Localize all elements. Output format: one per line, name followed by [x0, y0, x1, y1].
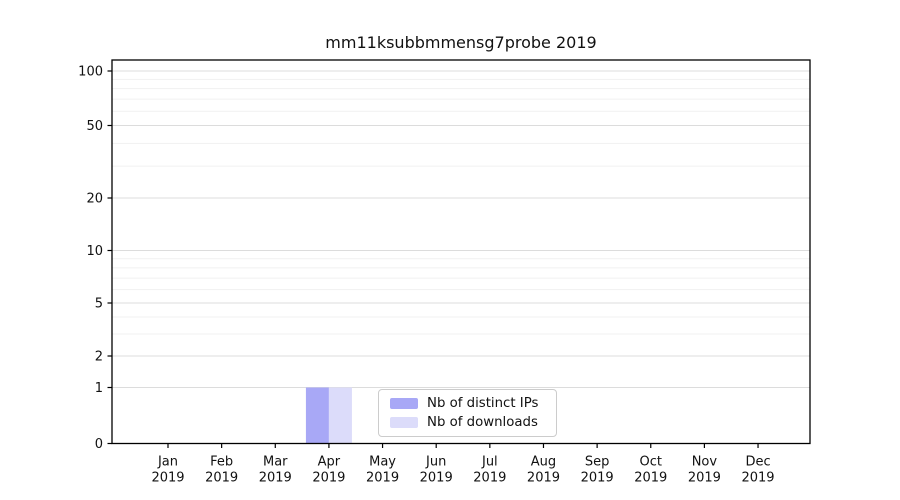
x-month-label: Jun — [425, 455, 446, 470]
x-year-label: 2019 — [473, 471, 506, 486]
x-year-label: 2019 — [151, 471, 184, 486]
y-tick-label: 0 — [95, 437, 103, 452]
x-year-label: 2019 — [581, 471, 614, 486]
bar-apr-downloads — [328, 387, 352, 444]
legend-swatch-downloads — [390, 416, 418, 428]
x-month-label: Mar — [263, 455, 288, 470]
x-year-label: 2019 — [259, 471, 292, 486]
x-year-label: 2019 — [527, 471, 560, 486]
y-tick-label: 20 — [86, 192, 103, 207]
x-month-label: Feb — [210, 455, 233, 470]
x-month-label: Oct — [640, 455, 662, 470]
legend-item-downloads: Nb of downloads — [390, 414, 545, 430]
y-tick-label: 5 — [95, 297, 103, 312]
x-month-label: Aug — [531, 455, 556, 470]
y-tick-label: 2 — [95, 350, 103, 365]
y-tick-label: 50 — [86, 119, 103, 134]
x-year-label: 2019 — [634, 471, 667, 486]
plot-border — [111, 59, 811, 445]
x-month-label: Jul — [481, 455, 498, 470]
x-year-label: 2019 — [688, 471, 721, 486]
x-year-label: 2019 — [420, 471, 453, 486]
y-tick-label: 100 — [78, 65, 103, 80]
x-year-label: 2019 — [741, 471, 774, 486]
x-year-label: 2019 — [366, 471, 399, 486]
legend-swatch-distinct-ips — [390, 398, 418, 410]
x-month-label: Jan — [157, 455, 178, 470]
x-month-label: Dec — [745, 455, 770, 470]
y-tick-label: 1 — [95, 381, 103, 396]
x-month-label: May — [369, 455, 396, 470]
x-month-label: Sep — [585, 455, 610, 470]
legend-label-distinct-ips: Nb of distinct IPs — [427, 396, 539, 411]
legend-label-downloads: Nb of downloads — [427, 414, 538, 430]
x-year-label: 2019 — [205, 471, 238, 486]
y-tick-label: 10 — [86, 244, 103, 259]
x-month-label: Apr — [318, 455, 341, 470]
x-month-label: Nov — [692, 455, 718, 470]
chart-title: mm11ksubbmmensg7probe 2019 — [325, 33, 597, 52]
legend: Nb of distinct IPs Nb of downloads — [378, 389, 557, 437]
legend-item-distinct-ips: Nb of distinct IPs — [390, 397, 545, 410]
x-year-label: 2019 — [312, 471, 345, 486]
bar-apr-distinct-ips — [305, 387, 329, 444]
